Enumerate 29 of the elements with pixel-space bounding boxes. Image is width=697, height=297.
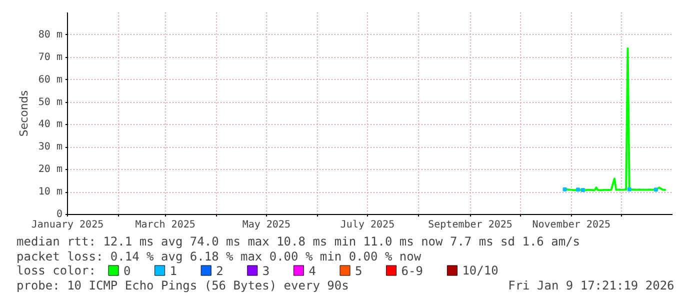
y-tick-label: 0 [56, 209, 63, 220]
y-tick-label: 50 m [38, 96, 63, 108]
legend-label: 5 [355, 264, 362, 278]
x-tick-label: May 2025 [242, 220, 290, 230]
y-tick-label: 40 m [38, 119, 63, 130]
text: probe: 10 ICMP Echo Pings (56 Bytes) every 90s [16, 278, 349, 292]
legend-label: 3 [262, 264, 270, 278]
x-tick-label: January 2025 [31, 220, 104, 230]
x-tick-label: September 2025 [428, 220, 512, 230]
legend-label: 0 [124, 264, 131, 278]
text: Fri Jan 9 17:21:19 2026 [508, 278, 674, 292]
legend-label: 6-9 [401, 264, 423, 278]
y-tick-label: 80 m [38, 29, 63, 40]
x-tick-label: March 2025 [135, 220, 196, 230]
y-tick-label: 70 m [38, 52, 63, 63]
x-tick-label: July 2025 [340, 220, 395, 230]
legend-title: loss color: [16, 264, 96, 278]
y-tick-label: 10 m [38, 186, 63, 198]
legend-label: 1 [170, 264, 178, 278]
legend-label: 10/10 [462, 264, 498, 278]
text: median rtt: 12.1 ms avg 74.0 ms max 10.8 ms min 11.0 ms now 7.7 ms sd 1.6 am/s [16, 234, 580, 248]
y-tick-label: 60 m [38, 74, 63, 86]
y-tick-label: 20 m [38, 164, 63, 176]
legend-label: 4 [308, 264, 316, 278]
y-axis-title: Seconds [17, 90, 30, 137]
legend-label: 2 [216, 264, 224, 278]
y-tick-label: 30 m [38, 142, 63, 153]
x-tick-label: November 2025 [532, 220, 611, 230]
text: packet loss: 0.14 % avg 6.18 % max 0.00 % min 0.00 % now [16, 250, 422, 264]
